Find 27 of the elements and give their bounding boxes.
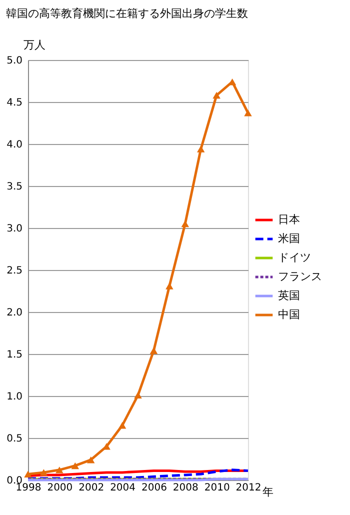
legend-label: 英国 xyxy=(278,289,300,302)
x-tick-label: 2006 xyxy=(141,482,167,494)
x-tick-label: 2002 xyxy=(78,482,104,494)
y-tick-label: 3.5 xyxy=(6,182,22,192)
y-tick-label: 1.0 xyxy=(6,392,22,402)
y-tick-label: 1.5 xyxy=(6,350,22,360)
y-axis-title: 万人 xyxy=(24,38,46,52)
legend-label: 米国 xyxy=(278,232,300,245)
chart-title: 韓国の高等教育機関に在籍する外国出身の学生数 xyxy=(6,7,248,20)
y-tick-label: 0.5 xyxy=(6,434,22,444)
y-tick-label: 3.0 xyxy=(6,224,22,234)
legend-label: 日本 xyxy=(278,213,300,226)
legend-label: ドイツ xyxy=(278,251,311,264)
y-tick-label: 4.5 xyxy=(6,98,22,108)
y-tick-label: 4.0 xyxy=(6,140,22,150)
x-tick-label: 1998 xyxy=(16,482,42,494)
x-tick-label: 2004 xyxy=(110,482,136,494)
x-tick-label: 2012 xyxy=(236,482,262,494)
x-tick-label: 2000 xyxy=(47,482,73,494)
legend-label: 中国 xyxy=(278,308,300,321)
x-tick-label: 2010 xyxy=(204,482,230,494)
legend-label: フランス xyxy=(278,270,322,283)
x-axis-title: 年 xyxy=(262,486,274,498)
y-tick-label: 2.5 xyxy=(6,266,22,276)
x-tick-label: 2008 xyxy=(172,482,198,494)
y-tick-label: 2.0 xyxy=(6,308,22,318)
y-tick-label: 5.0 xyxy=(6,56,22,66)
